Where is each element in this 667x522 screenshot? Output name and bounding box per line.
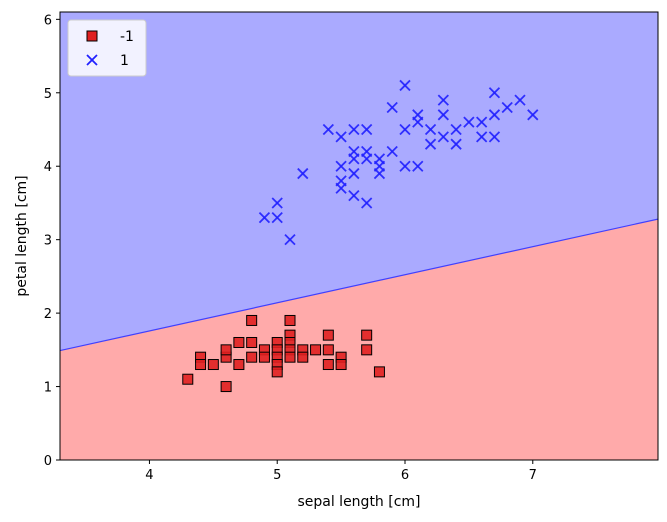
point-negative-class	[258, 351, 270, 363]
legend-marker-square	[86, 30, 98, 42]
point-negative-class	[233, 336, 245, 348]
point-negative-class	[246, 351, 258, 363]
point-negative-class	[297, 351, 309, 363]
axis-ticks: 4 5 6 7 0 1 2 3 4 5 6	[44, 13, 537, 483]
point-positive-class	[437, 109, 449, 121]
point-positive-class	[399, 79, 411, 92]
point-positive-class	[335, 160, 347, 172]
point-positive-class	[297, 167, 309, 180]
region-negative	[60, 219, 658, 460]
point-positive-class	[450, 138, 462, 150]
point-positive-class	[361, 153, 373, 165]
point-positive-class	[463, 116, 475, 128]
point-positive-class	[348, 153, 360, 165]
point-positive-class	[271, 197, 283, 209]
point-positive-class	[386, 145, 398, 158]
decision-regions	[60, 12, 658, 460]
legend-box	[67, 19, 147, 77]
point-positive-class	[335, 182, 347, 194]
y-tick-label: 4	[44, 160, 52, 175]
decision-boundary-line	[60, 218, 658, 352]
point-positive-class	[412, 160, 424, 172]
y-tick-label: 0	[44, 454, 52, 469]
point-positive-class	[527, 109, 539, 121]
x-tick-label: 5	[273, 468, 281, 483]
point-negative-class	[284, 351, 296, 363]
point-positive-class	[361, 123, 373, 136]
point-negative-class	[361, 344, 373, 356]
legend: -1 1	[67, 19, 147, 77]
point-negative-class	[233, 359, 245, 371]
point-positive-class	[437, 94, 449, 106]
point-negative-class	[373, 366, 385, 378]
point-positive-class	[271, 212, 283, 224]
point-positive-class	[412, 116, 424, 128]
point-positive-class	[424, 138, 437, 150]
point-negative-class	[220, 344, 232, 356]
point-positive-class	[476, 116, 488, 128]
point-positive-class	[437, 131, 449, 143]
legend-label: -1	[120, 29, 134, 45]
y-axis-label: petal length [cm]	[14, 175, 30, 296]
point-positive-class	[322, 123, 334, 136]
x-tick-label: 4	[145, 468, 153, 483]
point-positive-class	[335, 131, 347, 143]
point-negative-class	[246, 336, 258, 348]
point-positive-class	[386, 101, 398, 114]
point-negative-class	[195, 359, 207, 371]
y-tick-label: 3	[44, 234, 52, 249]
point-positive-class	[450, 123, 462, 136]
legend-label: 1	[120, 53, 129, 69]
point-positive-class	[284, 234, 296, 246]
point-positive-class	[348, 167, 360, 180]
point-positive-class	[488, 109, 501, 121]
x-tick-label: 6	[401, 468, 409, 483]
point-positive-class	[361, 197, 373, 209]
region-positive	[60, 12, 658, 351]
point-negative-class	[220, 381, 232, 393]
legend-marker-x	[86, 54, 98, 66]
point-negative-class	[322, 329, 334, 341]
point-negative-class	[310, 344, 322, 356]
point-positive-class	[501, 101, 513, 114]
point-positive-class	[258, 212, 271, 224]
point-negative-class	[284, 314, 296, 326]
point-negative-class	[246, 314, 258, 326]
y-tick-label: 1	[44, 381, 52, 396]
data-points	[182, 79, 539, 393]
point-negative-class	[322, 359, 334, 371]
point-positive-class	[476, 131, 488, 143]
point-negative-class	[322, 344, 334, 356]
x-tick-label: 7	[529, 468, 537, 483]
point-positive-class	[399, 160, 411, 172]
point-negative-class	[271, 366, 283, 378]
point-positive-class	[348, 123, 360, 136]
point-negative-class	[182, 373, 194, 385]
point-positive-class	[488, 87, 501, 99]
point-negative-class	[207, 359, 219, 371]
point-negative-class	[335, 359, 347, 371]
y-tick-label: 5	[44, 87, 52, 102]
y-tick-label: 6	[44, 13, 52, 28]
point-negative-class	[361, 329, 373, 341]
point-positive-class	[424, 123, 437, 136]
point-positive-class	[514, 94, 526, 106]
point-positive-class	[373, 167, 386, 180]
x-axis-label: sepal length [cm]	[297, 494, 420, 510]
plot-frame	[59, 11, 659, 461]
point-positive-class	[399, 123, 411, 136]
y-tick-label: 2	[44, 307, 52, 322]
point-positive-class	[348, 189, 360, 202]
point-positive-class	[488, 131, 501, 143]
